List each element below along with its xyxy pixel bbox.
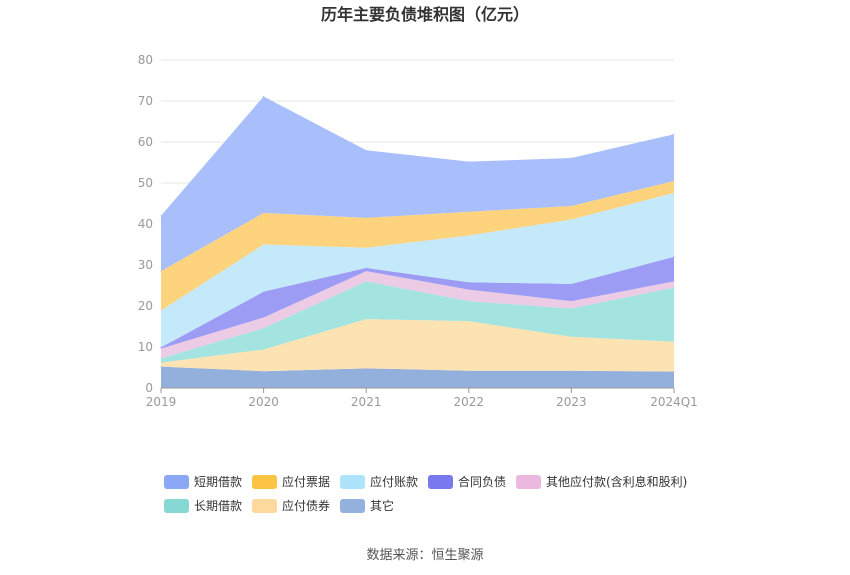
legend-label: 其他应付款(含利息和股利) bbox=[546, 474, 687, 489]
y-tick-label: 80 bbox=[138, 53, 153, 67]
y-tick-label: 20 bbox=[138, 299, 153, 313]
source-note: 数据来源：恒生聚源 bbox=[366, 548, 483, 563]
legend-label: 合同负债 bbox=[458, 474, 506, 489]
y-tick-label: 40 bbox=[138, 217, 153, 231]
data-point bbox=[673, 133, 675, 135]
x-tick-label: 2024Q1 bbox=[650, 395, 698, 409]
legend-label: 应付债券 bbox=[282, 498, 330, 513]
legend-swatch bbox=[252, 475, 277, 489]
x-tick-label: 2020 bbox=[248, 395, 279, 409]
chart-title: 历年主要负债堆积图（亿元） bbox=[321, 5, 529, 24]
data-point bbox=[263, 95, 265, 98]
legend-swatch bbox=[340, 499, 365, 513]
area-series bbox=[160, 95, 675, 388]
area-series-0 bbox=[161, 366, 674, 388]
y-tick-label: 60 bbox=[138, 135, 153, 149]
x-tick-label: 2021 bbox=[351, 395, 382, 409]
legend-label: 其它 bbox=[370, 498, 394, 513]
legend-label: 短期借款 bbox=[194, 475, 242, 489]
area-series-4 bbox=[161, 256, 674, 349]
legend-label: 应付账款 bbox=[370, 474, 418, 489]
y-tick-label: 0 bbox=[145, 381, 153, 395]
legend-swatch bbox=[428, 475, 453, 489]
y-tick-label: 30 bbox=[138, 258, 153, 272]
area-series-5 bbox=[161, 192, 674, 348]
x-tick-label: 2022 bbox=[454, 395, 485, 409]
legend-swatch bbox=[252, 499, 277, 513]
legend-swatch bbox=[516, 475, 541, 489]
legend-swatch bbox=[340, 475, 365, 489]
x-tick-label: 2023 bbox=[556, 395, 587, 409]
axes: 2019 2020 2021 2022 2023 2024Q1 bbox=[146, 387, 698, 409]
x-tick-label: 2019 bbox=[146, 395, 177, 409]
y-tick-label: 70 bbox=[138, 94, 153, 108]
area-series-1 bbox=[161, 319, 674, 372]
area-series-6 bbox=[161, 180, 674, 311]
area-series-2 bbox=[161, 281, 674, 363]
y-tick-label: 10 bbox=[138, 340, 153, 354]
data-point bbox=[160, 215, 162, 217]
legend-label: 应付票据 bbox=[282, 474, 330, 489]
y-tick-label: 50 bbox=[138, 176, 153, 190]
legend: 短期借款 应付票据 应付账款 合同负债 其他应付款(含利息和股利) 长期借款 应付债券 其它 bbox=[164, 474, 687, 513]
legend-label: 长期借款 bbox=[194, 499, 242, 513]
legend-swatch bbox=[164, 475, 189, 489]
area-series-7 bbox=[161, 96, 674, 272]
data-point bbox=[570, 157, 573, 159]
data-point bbox=[468, 161, 470, 163]
area-series-3 bbox=[161, 271, 674, 359]
legend-swatch bbox=[164, 499, 189, 513]
data-point bbox=[365, 149, 367, 151]
